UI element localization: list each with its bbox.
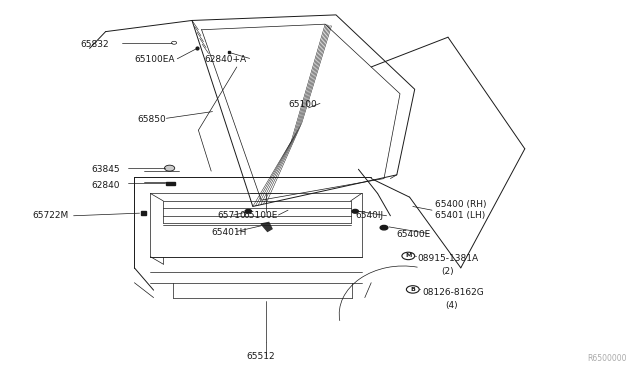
Circle shape — [380, 225, 388, 230]
Text: 65400E: 65400E — [397, 230, 431, 239]
Text: 65850: 65850 — [138, 115, 166, 124]
Text: 65400 (RH): 65400 (RH) — [435, 200, 486, 209]
Text: 65710: 65710 — [218, 211, 246, 220]
Text: 65100EA: 65100EA — [134, 55, 175, 64]
Bar — [166, 182, 175, 185]
Text: M: M — [405, 253, 412, 259]
Circle shape — [245, 209, 252, 213]
Circle shape — [352, 209, 358, 213]
Text: 6540IJ: 6540IJ — [355, 211, 383, 220]
Polygon shape — [261, 222, 272, 231]
Polygon shape — [141, 211, 146, 215]
Text: 65512: 65512 — [246, 352, 275, 361]
Text: R6500000: R6500000 — [588, 354, 627, 363]
Text: 65100E: 65100E — [243, 211, 278, 220]
Text: 08126-8162G: 08126-8162G — [422, 288, 484, 296]
Text: 63845: 63845 — [92, 165, 120, 174]
Text: 62840+A: 62840+A — [205, 55, 247, 64]
Text: 65832: 65832 — [80, 40, 109, 49]
Text: 65722M: 65722M — [32, 211, 68, 220]
Text: B: B — [410, 287, 415, 292]
Text: (2): (2) — [442, 267, 454, 276]
Text: (4): (4) — [445, 301, 458, 310]
Text: 65100: 65100 — [288, 100, 317, 109]
Circle shape — [164, 165, 175, 171]
Text: 65401H: 65401H — [211, 228, 246, 237]
Text: 65401 (LH): 65401 (LH) — [435, 211, 486, 220]
Text: 08915-1381A: 08915-1381A — [417, 254, 479, 263]
Text: 62840: 62840 — [92, 182, 120, 190]
